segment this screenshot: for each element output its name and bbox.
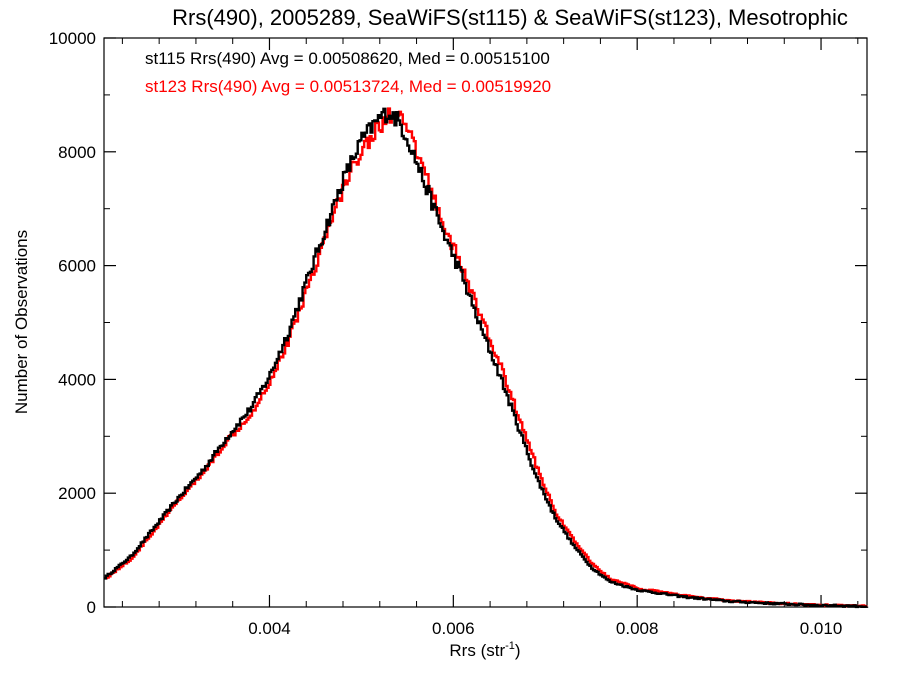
legend-entry-st123: st123 Rrs(490) Avg = 0.00513724, Med = 0… [145,77,551,96]
x-axis-label-close: ) [515,641,521,660]
y-axis-label: Number of Observations [12,230,31,414]
x-tick-label-1: 0.006 [432,619,475,638]
x-axis-label: Rrs (str-1) [449,640,520,660]
y-tick-label-4: 8000 [58,143,96,162]
series-line-st123 [104,107,868,608]
x-tick-label-3: 0.010 [800,619,843,638]
legend-entry-st115: st115 Rrs(490) Avg = 0.00508620, Med = 0… [145,49,550,68]
y-tick-label-1: 2000 [58,484,96,503]
y-tick-label-3: 6000 [58,257,96,276]
y-axis: 0 2000 4000 6000 8000 10000 [49,29,867,617]
x-tick-label-2: 0.008 [616,619,659,638]
series-layer [104,107,869,609]
x-axis-label-superscript: -1 [505,640,515,652]
x-axis: 0.004 0.006 0.008 0.010 [121,38,859,638]
series-line-st115 [104,107,869,609]
chart-title: Rrs(490), 2005289, SeaWiFS(st115) & SeaW… [172,5,848,30]
x-tick-label-0: 0.004 [248,619,291,638]
x-axis-label-main: Rrs (str [449,641,505,660]
y-tick-label-5: 10000 [49,29,96,48]
y-tick-label-0: 0 [87,598,96,617]
y-tick-label-2: 4000 [58,370,96,389]
